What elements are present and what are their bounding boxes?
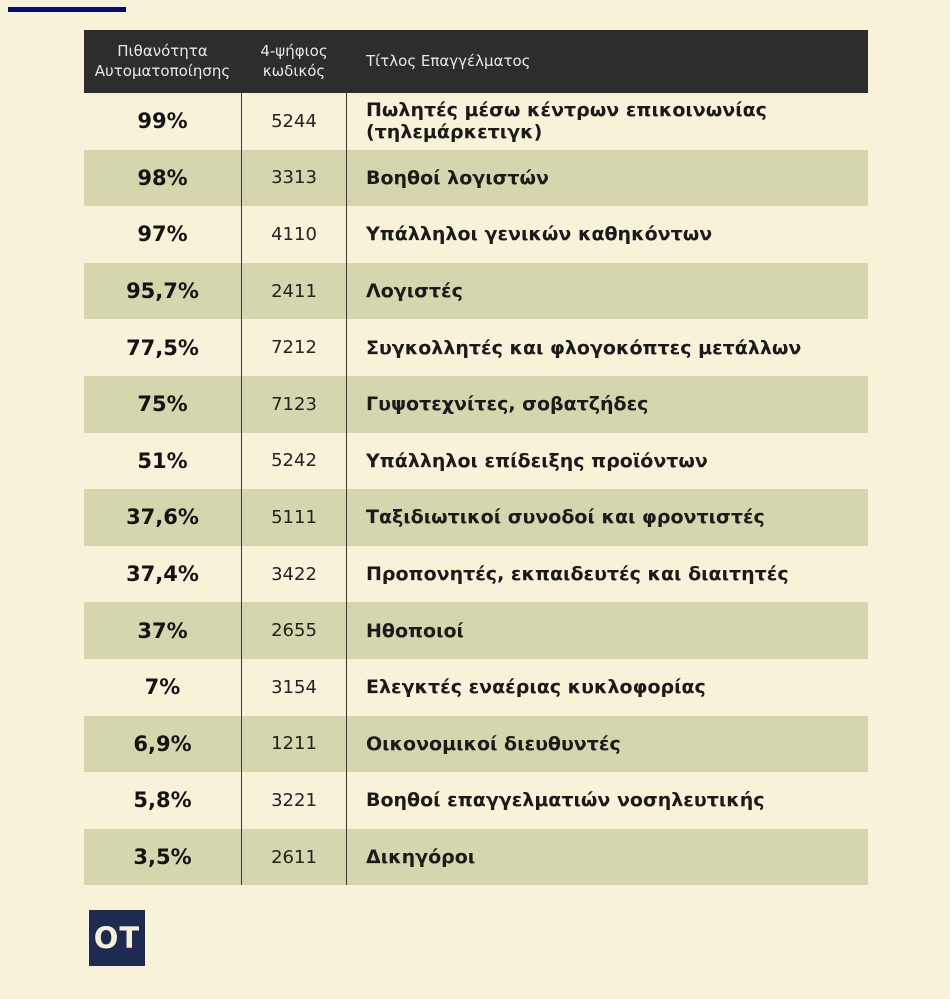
code-cell: 3221 bbox=[241, 772, 347, 829]
table-row: 5,8% 3221 Βοηθοί επαγγελματιών νοσηλευτι… bbox=[84, 772, 868, 829]
code-cell: 5244 bbox=[241, 93, 347, 150]
code-cell: 5111 bbox=[241, 489, 347, 546]
probability-cell: 5,8% bbox=[133, 788, 192, 813]
title-cell: Συγκολλητές και φλογοκόπτες μετάλλων bbox=[366, 336, 802, 359]
table-row: 97% 4110 Υπάλληλοι γενικών καθηκόντων bbox=[84, 206, 868, 263]
header-occupation-title: Τίτλος Επαγγέλματος bbox=[366, 51, 531, 70]
probability-cell: 6,9% bbox=[133, 731, 192, 756]
probability-cell: 98% bbox=[137, 165, 188, 190]
code-cell: 3313 bbox=[241, 149, 347, 207]
code-cell: 5242 bbox=[241, 432, 347, 490]
title-cell: Λογιστές bbox=[366, 280, 463, 303]
table-row: 37,4% 3422 Προπονητές, εκπαιδευτές και δ… bbox=[84, 545, 868, 603]
title-cell: Γυψοτεχνίτες, σοβατζήδες bbox=[366, 393, 649, 416]
title-cell: Προπονητές, εκπαιδευτές και διαιτητές bbox=[366, 563, 789, 586]
probability-cell: 51% bbox=[137, 448, 188, 473]
title-cell: Πωλητές μέσω κέντρων επικοινωνίας (τηλεμ… bbox=[366, 99, 767, 144]
accent-line bbox=[8, 7, 126, 12]
code-cell: 4110 bbox=[241, 206, 347, 263]
probability-cell: 37,6% bbox=[126, 505, 199, 530]
title-cell: Υπάλληλοι επίδειξης προϊόντων bbox=[366, 449, 708, 472]
table-row: 75% 7123 Γυψοτεχνίτες, σοβατζήδες bbox=[84, 375, 868, 433]
code-cell: 3154 bbox=[241, 658, 347, 716]
code-cell: 1211 bbox=[241, 715, 347, 773]
ot-logo: OT bbox=[89, 910, 145, 966]
code-cell: 2655 bbox=[241, 602, 347, 659]
probability-cell: 77,5% bbox=[126, 335, 199, 360]
table-row: 37,6% 5111 Ταξιδιωτικοί συνοδοί και φρον… bbox=[84, 489, 868, 546]
probability-cell: 3,5% bbox=[133, 845, 192, 870]
probability-cell: 37% bbox=[137, 618, 188, 643]
code-cell: 3422 bbox=[241, 545, 347, 603]
probability-cell: 99% bbox=[137, 109, 188, 134]
title-cell: Δικηγόροι bbox=[366, 846, 476, 869]
table-row: 51% 5242 Υπάλληλοι επίδειξης προϊόντων bbox=[84, 432, 868, 490]
table-row: 6,9% 1211 Οικονομικοί διευθυντές bbox=[84, 715, 868, 773]
title-cell: Οικονομικοί διευθυντές bbox=[366, 732, 621, 755]
title-cell: Ελεγκτές εναέριας κυκλοφορίας bbox=[366, 676, 706, 699]
title-cell: Ηθοποιοί bbox=[366, 619, 464, 642]
code-cell: 2411 bbox=[241, 262, 347, 320]
header-code: 4-ψήφιος κωδικός bbox=[260, 42, 328, 80]
table-row: 99% 5244 Πωλητές μέσω κέντρων επικοινωνί… bbox=[84, 93, 868, 150]
title-cell: Υπάλληλοι γενικών καθηκόντων bbox=[366, 223, 713, 246]
title-cell: Βοηθοί επαγγελματιών νοσηλευτικής bbox=[366, 789, 765, 812]
table-row: 77,5% 7212 Συγκολλητές και φλογοκόπτες μ… bbox=[84, 319, 868, 376]
title-cell: Ταξιδιωτικοί συνοδοί και φροντιστές bbox=[366, 506, 765, 529]
table-row: 7% 3154 Ελεγκτές εναέριας κυκλοφορίας bbox=[84, 658, 868, 716]
code-cell: 2611 bbox=[241, 828, 347, 886]
probability-cell: 37,4% bbox=[126, 562, 199, 587]
title-cell: Βοηθοί λογιστών bbox=[366, 166, 549, 189]
probability-cell: 75% bbox=[137, 392, 188, 417]
table-header-row: Πιθανότητα Αυτοματοποίησης 4-ψήφιος κωδι… bbox=[84, 30, 868, 93]
table-row: 98% 3313 Βοηθοί λογιστών bbox=[84, 149, 868, 207]
code-cell: 7123 bbox=[241, 375, 347, 433]
automation-probability-table: Πιθανότητα Αυτοματοποίησης 4-ψήφιος κωδι… bbox=[84, 30, 868, 886]
probability-cell: 7% bbox=[144, 675, 181, 700]
table-row: 37% 2655 Ηθοποιοί bbox=[84, 602, 868, 659]
code-cell: 7212 bbox=[241, 319, 347, 376]
probability-cell: 95,7% bbox=[126, 279, 199, 304]
header-probability: Πιθανότητα Αυτοματοποίησης bbox=[94, 42, 231, 80]
table-body: 99% 5244 Πωλητές μέσω κέντρων επικοινωνί… bbox=[84, 93, 868, 886]
probability-cell: 97% bbox=[137, 222, 188, 247]
table-row: 95,7% 2411 Λογιστές bbox=[84, 262, 868, 320]
table-row: 3,5% 2611 Δικηγόροι bbox=[84, 828, 868, 886]
